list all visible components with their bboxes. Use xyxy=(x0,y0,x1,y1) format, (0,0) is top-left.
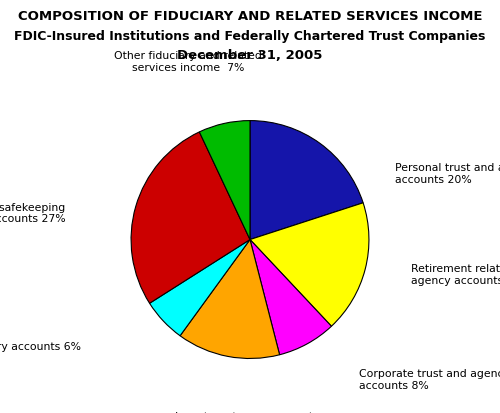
Text: Other fiduciary and related
services income  7%: Other fiduciary and related services inc… xyxy=(114,51,262,73)
Text: COMPOSITION OF FIDUCIARY AND RELATED SERVICES INCOME: COMPOSITION OF FIDUCIARY AND RELATED SER… xyxy=(18,10,482,23)
Wedge shape xyxy=(250,121,363,240)
Text: FDIC-Insured Institutions and Federally Chartered Trust Companies: FDIC-Insured Institutions and Federally … xyxy=(14,30,486,43)
Text: Investment management
agency accounts 14%: Investment management agency accounts 14… xyxy=(175,412,313,413)
Wedge shape xyxy=(131,132,250,303)
Wedge shape xyxy=(250,240,332,355)
Text: December 31, 2005: December 31, 2005 xyxy=(178,49,322,62)
Text: Corporate trust and agency
accounts 8%: Corporate trust and agency accounts 8% xyxy=(360,369,500,391)
Wedge shape xyxy=(250,203,369,326)
Text: Retirement related trust and
agency accounts 18%: Retirement related trust and agency acco… xyxy=(410,264,500,286)
Wedge shape xyxy=(150,240,250,336)
Text: Personal trust and agency
accounts 20%: Personal trust and agency accounts 20% xyxy=(395,163,500,185)
Wedge shape xyxy=(200,121,250,240)
Text: Custody and safekeeping
accounts 27%: Custody and safekeeping accounts 27% xyxy=(0,202,66,224)
Text: Other fiduciary accounts 6%: Other fiduciary accounts 6% xyxy=(0,342,81,351)
Wedge shape xyxy=(180,240,280,358)
